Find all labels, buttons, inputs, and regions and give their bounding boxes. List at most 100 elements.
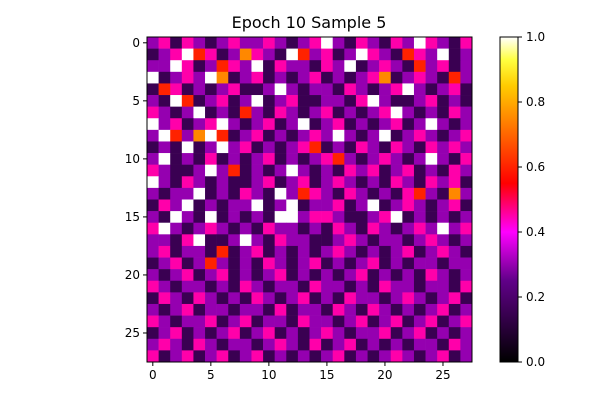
- heatmap-cell: [297, 118, 310, 131]
- heatmap-cell: [425, 327, 438, 340]
- heatmap-cell: [309, 234, 322, 247]
- heatmap-cell: [332, 303, 345, 316]
- heatmap-cell: [344, 222, 357, 235]
- heatmap-cell: [437, 292, 450, 305]
- heatmap-cell: [390, 95, 403, 107]
- heatmap-cell: [274, 199, 287, 212]
- heatmap-cell: [274, 118, 287, 131]
- heatmap-cell: [332, 176, 345, 189]
- heatmap-cell: [355, 129, 368, 142]
- heatmap-cell: [205, 37, 217, 49]
- heatmap-cell: [263, 245, 275, 258]
- heatmap-cell: [170, 83, 183, 96]
- heatmap-cell: [297, 245, 310, 258]
- heatmap-cell: [228, 106, 241, 119]
- heatmap-cell: [251, 153, 264, 165]
- heatmap-cell: [239, 60, 252, 73]
- heatmap-cell: [379, 211, 392, 224]
- heatmap-cell: [321, 199, 334, 212]
- heatmap-cell: [147, 71, 159, 84]
- heatmap-cell: [193, 280, 206, 293]
- heatmap-cell: [332, 327, 345, 340]
- heatmap-cell: [263, 338, 275, 351]
- heatmap-cell: [147, 164, 159, 177]
- heatmap-cell: [437, 48, 450, 61]
- heatmap-cell: [205, 222, 217, 235]
- heatmap-cell: [239, 211, 252, 224]
- heatmap-cell: [379, 176, 392, 189]
- heatmap-cell: [390, 211, 403, 224]
- heatmap-cell: [332, 153, 345, 165]
- heatmap-cell: [193, 48, 206, 61]
- heatmap-cell: [460, 222, 473, 235]
- heatmap-cell: [158, 234, 171, 247]
- heatmap-cell: [379, 303, 392, 316]
- heatmap-cell: [239, 257, 252, 270]
- heatmap-cell: [367, 338, 380, 351]
- heatmap-cell: [239, 245, 252, 258]
- heatmap-cell: [239, 338, 252, 351]
- heatmap-cell: [193, 245, 206, 258]
- heatmap-cell: [448, 338, 461, 351]
- heatmap-cell: [251, 176, 264, 189]
- heatmap-cell: [193, 315, 206, 328]
- heatmap-cell: [216, 257, 229, 270]
- heatmap-cell: [355, 95, 368, 107]
- heatmap-cell: [263, 141, 275, 154]
- heatmap-cell: [379, 141, 392, 154]
- heatmap-cell: [413, 129, 426, 142]
- heatmap-cell: [425, 118, 438, 131]
- heatmap-cell: [286, 269, 299, 282]
- heatmap-cell: [309, 315, 322, 328]
- heatmap-cell: [344, 245, 357, 258]
- heatmap-cell: [379, 37, 392, 49]
- heatmap-cell: [286, 327, 299, 340]
- heatmap-cell: [413, 280, 426, 293]
- heatmap-cell: [216, 280, 229, 293]
- heatmap-cell: [402, 129, 415, 142]
- heatmap-cell: [321, 95, 334, 107]
- heatmap-cell: [332, 83, 345, 96]
- heatmap-cell: [263, 118, 275, 131]
- heatmap-cell: [274, 350, 287, 363]
- heatmap-cell: [437, 37, 450, 49]
- heatmap-cell: [158, 222, 171, 235]
- heatmap-cell: [228, 338, 241, 351]
- heatmap-cell: [402, 83, 415, 96]
- heatmap-cell: [205, 303, 217, 316]
- heatmap-cell: [402, 245, 415, 258]
- heatmap-cell: [425, 95, 438, 107]
- heatmap-cell: [286, 153, 299, 165]
- heatmap-cell: [413, 350, 426, 363]
- heatmap-cell: [321, 327, 334, 340]
- heatmap-cell: [158, 211, 171, 224]
- heatmap-cell: [309, 95, 322, 107]
- heatmap-cell: [228, 211, 241, 224]
- heatmap-cell: [147, 106, 159, 119]
- heatmap-cell: [367, 118, 380, 131]
- heatmap-cell: [379, 315, 392, 328]
- heatmap-cell: [205, 199, 217, 212]
- heatmap-cell: [355, 71, 368, 84]
- heatmap-cell: [460, 60, 473, 73]
- heatmap-cell: [193, 199, 206, 212]
- heatmap-cell: [413, 292, 426, 305]
- heatmap-cell: [367, 37, 380, 49]
- heatmap-cell: [367, 153, 380, 165]
- heatmap-cell: [448, 222, 461, 235]
- heatmap-cell: [355, 164, 368, 177]
- heatmap-cell: [239, 350, 252, 363]
- heatmap-cell: [147, 222, 159, 235]
- heatmap-cell: [286, 211, 299, 224]
- heatmap-cell: [286, 60, 299, 73]
- heatmap-cell: [297, 292, 310, 305]
- heatmap-cell: [170, 257, 183, 270]
- heatmap-cell: [332, 106, 345, 119]
- heatmap-cell: [413, 37, 426, 49]
- heatmap-cell: [425, 257, 438, 270]
- heatmap-cell: [367, 269, 380, 282]
- heatmap-cell: [158, 60, 171, 73]
- heatmap-cell: [170, 222, 183, 235]
- heatmap-cell: [355, 199, 368, 212]
- heatmap-cell: [263, 60, 275, 73]
